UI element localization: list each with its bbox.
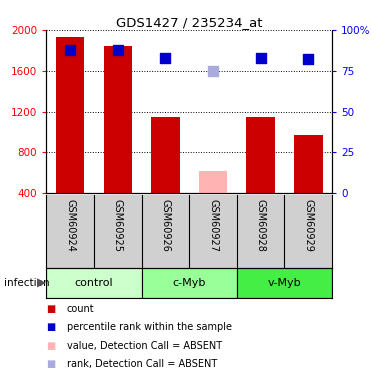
Point [115, 46, 121, 53]
Text: GSM60924: GSM60924 [65, 199, 75, 252]
Text: GSM60928: GSM60928 [256, 199, 266, 252]
Bar [246, 117, 275, 193]
Point [67, 46, 73, 53]
Title: GDS1427 / 235234_at: GDS1427 / 235234_at [116, 16, 262, 29]
Bar [199, 171, 227, 193]
Text: c-Myb: c-Myb [173, 278, 206, 288]
Text: ■: ■ [46, 341, 56, 351]
Bar [56, 37, 85, 193]
Text: GSM60927: GSM60927 [208, 199, 218, 252]
Text: ■: ■ [46, 322, 56, 332]
Text: rank, Detection Call = ABSENT: rank, Detection Call = ABSENT [67, 359, 217, 369]
Text: v-Myb: v-Myb [267, 278, 301, 288]
Bar [104, 46, 132, 193]
Point [210, 68, 216, 74]
Bar [151, 117, 180, 193]
Bar [237, 268, 332, 298]
Text: ▶: ▶ [37, 277, 46, 290]
Bar [142, 268, 237, 298]
Text: GSM60929: GSM60929 [303, 199, 313, 252]
Text: ■: ■ [46, 359, 56, 369]
Text: percentile rank within the sample: percentile rank within the sample [67, 322, 232, 332]
Text: count: count [67, 304, 94, 314]
Text: GSM60926: GSM60926 [160, 199, 170, 252]
Bar [46, 268, 142, 298]
Text: control: control [75, 278, 113, 288]
Text: infection: infection [4, 278, 49, 288]
Bar [294, 135, 322, 193]
Text: value, Detection Call = ABSENT: value, Detection Call = ABSENT [67, 341, 222, 351]
Text: GSM60925: GSM60925 [113, 199, 123, 252]
Point [162, 55, 168, 61]
Point [305, 56, 311, 62]
Point [258, 55, 264, 61]
Text: ■: ■ [46, 304, 56, 314]
